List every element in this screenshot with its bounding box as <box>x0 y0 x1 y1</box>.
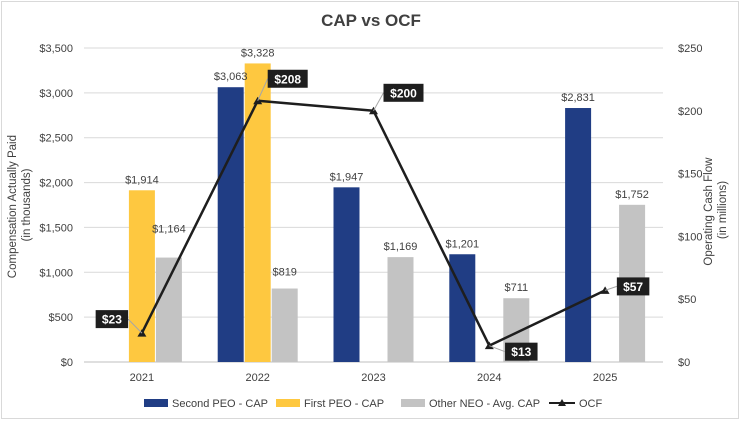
bar-data-label: $711 <box>504 282 528 294</box>
y-tick-label: $0 <box>61 357 73 369</box>
y2-axis-title: Operating Cash Flow (in millions) <box>703 154 729 265</box>
ocf-label-leader <box>127 318 143 334</box>
chart-title: CAP vs OCF <box>321 11 421 30</box>
bar <box>217 87 244 362</box>
ocf-label-box <box>383 83 424 102</box>
bar-data-label: $1,914 <box>125 174 159 186</box>
ocf-data-label: $13 <box>511 345 531 359</box>
legend-label-ocf: OCF <box>579 398 603 410</box>
bar <box>333 187 360 362</box>
ocf-label-leader <box>489 345 506 353</box>
x-tick-label: 2021 <box>130 372 154 384</box>
ocf-label-leader <box>257 78 269 101</box>
legend-swatch-other-neo <box>401 399 425 407</box>
ocf-label-box <box>267 69 308 88</box>
y2-tick-label: $0 <box>678 357 690 369</box>
bars-group <box>128 63 646 363</box>
legend-swatch-first-peo <box>276 399 300 407</box>
y-tick-label: $2,500 <box>39 133 73 145</box>
ocf-data-label: $23 <box>102 313 122 327</box>
y2-axis-title-line2: (in millions) <box>717 181 729 239</box>
bar <box>155 257 182 362</box>
bar-data-label: $1,947 <box>330 171 364 183</box>
y-tick-label: $3,500 <box>39 43 73 55</box>
ocf-data-label: $208 <box>274 72 301 86</box>
legend: Second PEO - CAP First PEO - CAP Other N… <box>144 398 603 410</box>
y-tick-label: $2,000 <box>39 178 73 190</box>
y2-axis-ticks: $0 $50 $100 $150 $200 $250 <box>678 43 702 369</box>
bar-data-labels: $3,063 $1,947 $1,201 $2,831 $1,914 $3,328 $1,1… <box>125 47 649 294</box>
y2-tick-label: $50 <box>678 294 696 306</box>
bar-data-label: $3,063 <box>214 71 248 83</box>
bar <box>244 63 271 363</box>
bar-data-label: $3,328 <box>241 47 275 59</box>
ocf-data-label: $57 <box>623 280 643 294</box>
bar-data-label: $2,831 <box>561 92 595 104</box>
y-tick-label: $3,000 <box>39 88 73 100</box>
y2-tick-label: $200 <box>678 106 702 118</box>
bar <box>565 108 592 362</box>
bar <box>271 288 298 362</box>
legend-label-other-neo: Other NEO - Avg. CAP <box>429 398 540 410</box>
x-tick-label: 2022 <box>245 372 269 384</box>
bar-data-label: $1,169 <box>384 241 418 253</box>
y-axis-ticks: $0 $500 $1,000 $1,500 $2,000 $2,500 $3,000 $3,5… <box>39 43 73 369</box>
bar-data-label: $1,164 <box>152 224 186 236</box>
x-tick-label: 2023 <box>361 372 385 384</box>
ocf-label-leader <box>604 285 618 291</box>
ocf-marker <box>484 341 494 350</box>
y2-axis-title-line1: Operating Cash Flow <box>703 157 715 266</box>
legend-label-first-peo: First PEO - CAP <box>304 398 384 410</box>
y2-tick-label: $150 <box>678 169 702 181</box>
ocf-label-box <box>95 310 129 329</box>
x-tick-label: 2025 <box>593 372 617 384</box>
y-tick-label: $1,500 <box>39 222 73 234</box>
y-axis-title-line2: (in thousands) <box>21 168 33 241</box>
y-axis-title: Compensation Actually Paid (in thousands… <box>7 132 33 278</box>
ocf-data-labels: $23 $208 $200 $13 $57 <box>95 69 650 361</box>
ocf-label-leader <box>373 92 384 112</box>
y-axis-title-line1: Compensation Actually Paid <box>7 135 19 278</box>
x-tick-label: 2024 <box>477 372 501 384</box>
y2-tick-label: $100 <box>678 231 702 243</box>
y2-tick-label: $250 <box>678 43 702 55</box>
x-axis-ticks: 2021 2022 2023 2024 2025 <box>130 372 618 384</box>
legend-swatch-second-peo <box>144 399 168 407</box>
legend-swatch-ocf-marker <box>558 399 566 406</box>
bar-data-label: $819 <box>272 267 296 279</box>
y-tick-label: $1,000 <box>39 267 73 279</box>
bar-data-label: $1,201 <box>445 238 479 250</box>
ocf-data-label: $200 <box>390 86 417 100</box>
ocf-line-group <box>137 96 610 350</box>
legend-label-second-peo: Second PEO - CAP <box>172 398 268 410</box>
bar-data-label: $1,752 <box>615 189 649 201</box>
y-tick-label: $500 <box>49 312 73 324</box>
ocf-label-box <box>616 277 650 296</box>
ocf-label-box <box>505 342 538 361</box>
bar <box>387 257 414 362</box>
